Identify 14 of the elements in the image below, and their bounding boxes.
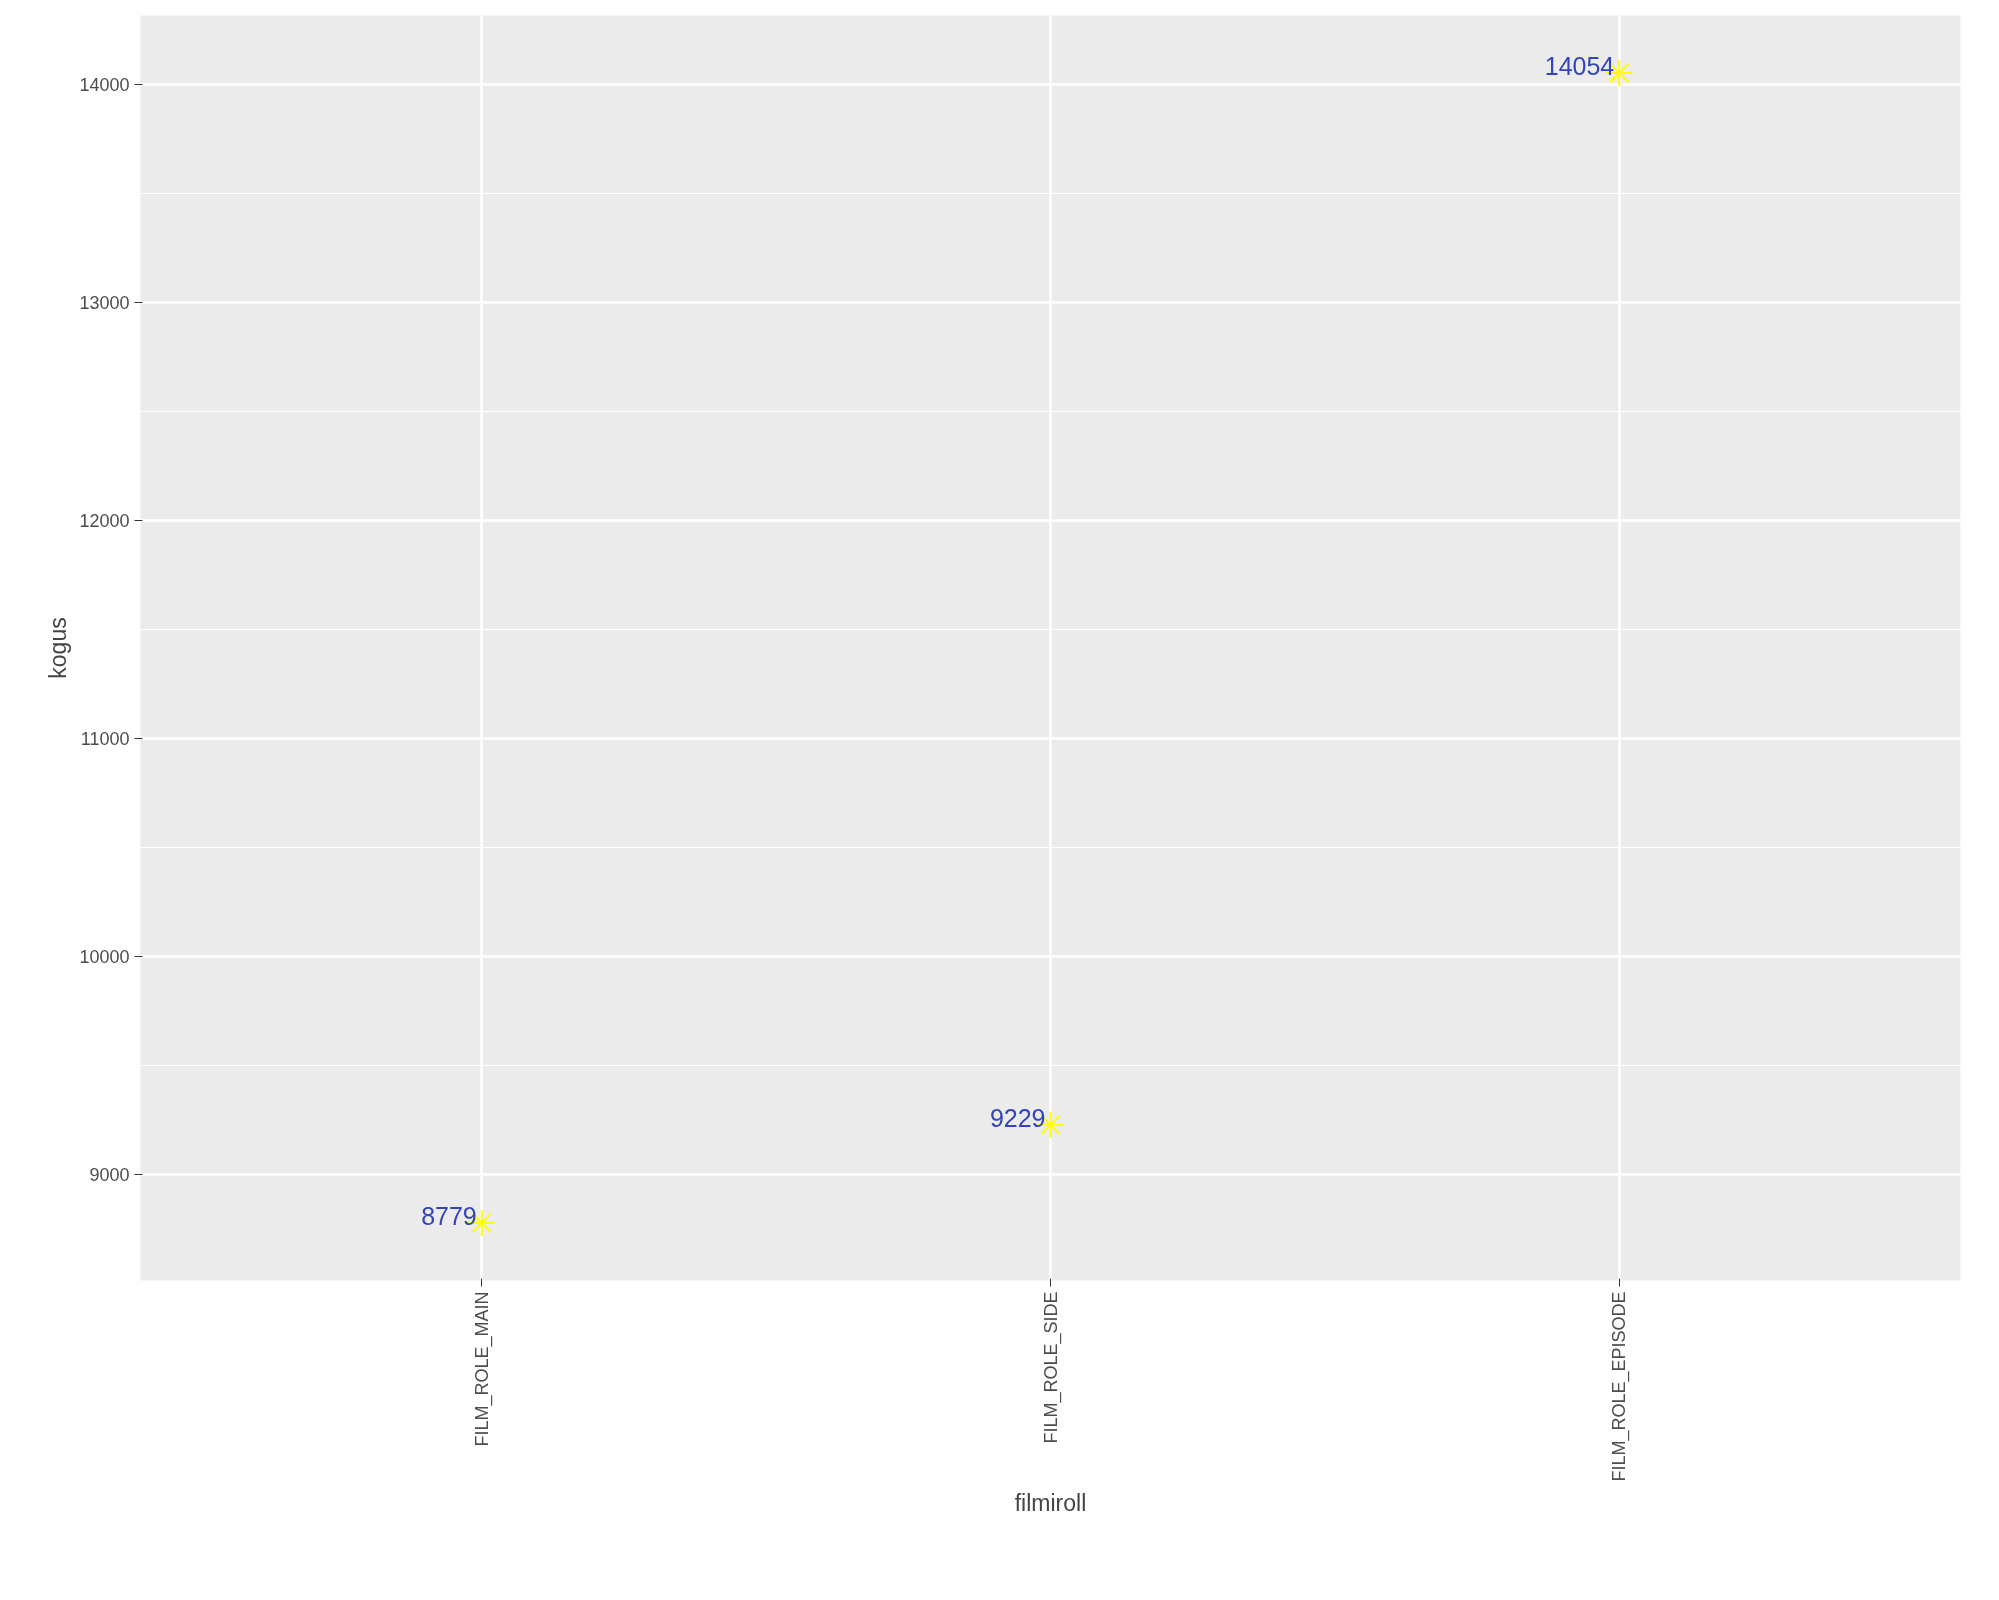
y-tick-label: 10000 [79, 947, 130, 968]
y-axis-title: kogus [45, 617, 72, 679]
y-tick-label: 14000 [79, 75, 130, 96]
x-tick-label: FILM_ROLE_EPISODE [1609, 1291, 1631, 1482]
data-label: 14054 [1544, 52, 1615, 81]
y-tick-label: 13000 [79, 293, 130, 314]
x-axis-title: filmiroll [1014, 1489, 1087, 1516]
x-tick-label: FILM_ROLE_SIDE [1040, 1291, 1062, 1444]
y-tick-label: 12000 [79, 511, 130, 532]
data-label: 9229 [989, 1103, 1046, 1132]
y-tick-label: 9000 [89, 1165, 130, 1186]
y-tick-label: 11000 [80, 729, 130, 750]
data-label: 8779 [421, 1201, 477, 1230]
x-tick-label: FILM_ROLE_MAIN [471, 1291, 493, 1447]
